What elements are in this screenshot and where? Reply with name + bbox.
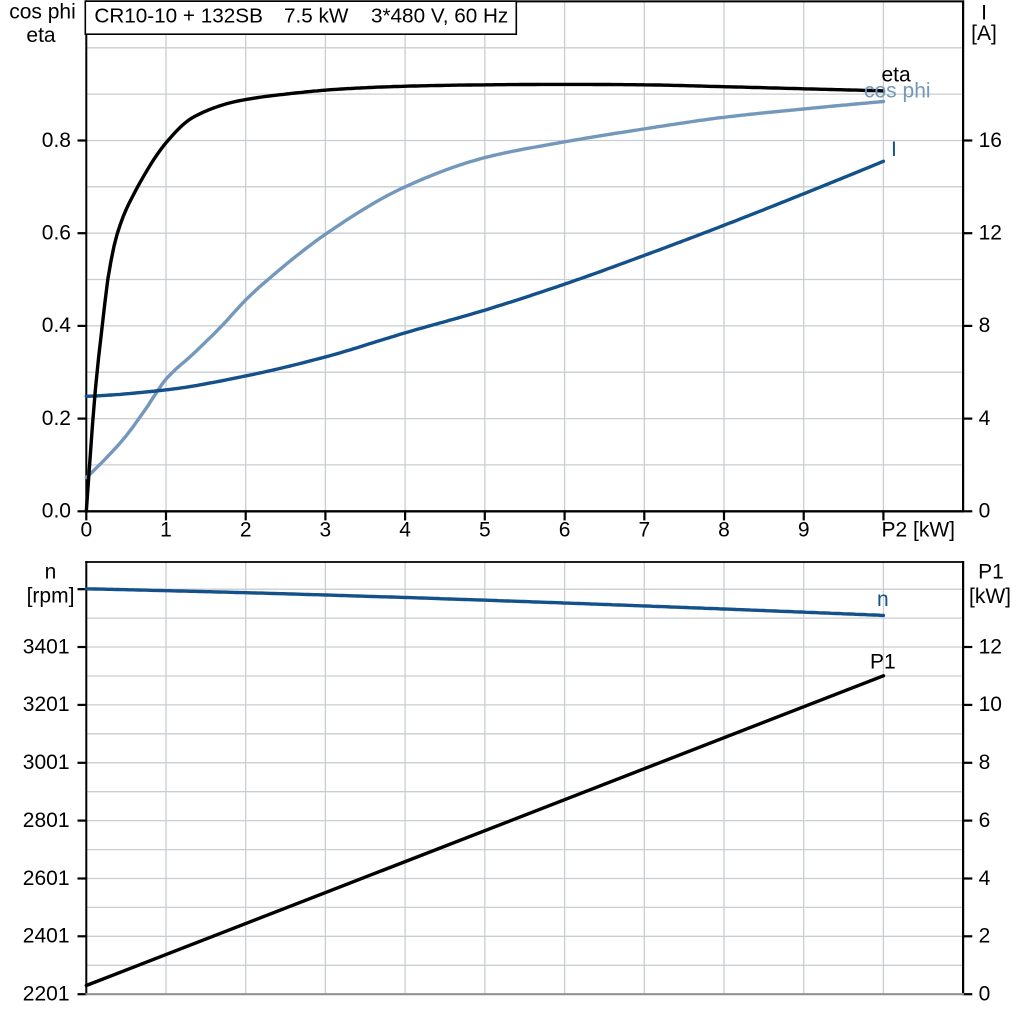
- svg-text:I: I: [981, 2, 987, 25]
- svg-text:10: 10: [979, 693, 1002, 716]
- svg-text:I: I: [891, 138, 897, 161]
- svg-text:6: 6: [979, 809, 991, 832]
- svg-text:2: 2: [979, 925, 991, 948]
- svg-text:4: 4: [399, 519, 411, 542]
- svg-text:8: 8: [979, 751, 991, 774]
- svg-text:cos phi: cos phi: [9, 0, 76, 23]
- svg-text:P1: P1: [870, 651, 896, 674]
- svg-text:2201: 2201: [23, 983, 70, 1006]
- svg-text:cos phi: cos phi: [864, 80, 931, 103]
- svg-text:3: 3: [320, 519, 332, 542]
- svg-text:6: 6: [559, 519, 571, 542]
- svg-text:3401: 3401: [23, 635, 70, 658]
- svg-text:4: 4: [979, 867, 991, 890]
- svg-text:n: n: [877, 588, 889, 611]
- svg-text:2801: 2801: [23, 809, 70, 832]
- svg-text:7.5 kW: 7.5 kW: [284, 4, 349, 27]
- svg-text:0: 0: [80, 519, 92, 542]
- svg-text:[rpm]: [rpm]: [27, 585, 75, 608]
- svg-text:0.8: 0.8: [42, 129, 71, 152]
- svg-text:n: n: [45, 560, 57, 583]
- svg-text:1: 1: [160, 519, 172, 542]
- svg-text:P1: P1: [978, 561, 1004, 584]
- svg-text:eta: eta: [882, 64, 912, 87]
- svg-text:12: 12: [979, 222, 1002, 245]
- svg-text:[A]: [A]: [971, 22, 997, 45]
- svg-text:8: 8: [718, 519, 730, 542]
- svg-text:2401: 2401: [23, 925, 70, 948]
- svg-text:12: 12: [979, 635, 1002, 658]
- svg-text:[kW]: [kW]: [969, 585, 1011, 608]
- svg-text:0.4: 0.4: [42, 314, 72, 337]
- svg-text:5: 5: [479, 519, 491, 542]
- svg-text:9: 9: [798, 519, 810, 542]
- svg-text:16: 16: [979, 129, 1002, 152]
- svg-text:P2 [kW]: P2 [kW]: [882, 519, 956, 542]
- svg-text:2: 2: [240, 519, 252, 542]
- svg-text:7: 7: [638, 519, 650, 542]
- svg-text:0: 0: [979, 983, 991, 1006]
- svg-text:eta: eta: [26, 24, 56, 47]
- svg-text:0: 0: [979, 500, 991, 523]
- svg-text:8: 8: [979, 314, 991, 337]
- svg-text:2601: 2601: [23, 867, 70, 890]
- svg-text:3001: 3001: [23, 751, 70, 774]
- svg-text:4: 4: [979, 407, 991, 430]
- svg-text:0.2: 0.2: [42, 407, 71, 430]
- svg-text:CR10-10 + 132SB: CR10-10 + 132SB: [94, 4, 262, 27]
- svg-text:0.6: 0.6: [42, 222, 71, 245]
- svg-text:3*480 V, 60 Hz: 3*480 V, 60 Hz: [371, 4, 508, 27]
- svg-text:3201: 3201: [23, 693, 70, 716]
- svg-text:0.0: 0.0: [42, 500, 71, 523]
